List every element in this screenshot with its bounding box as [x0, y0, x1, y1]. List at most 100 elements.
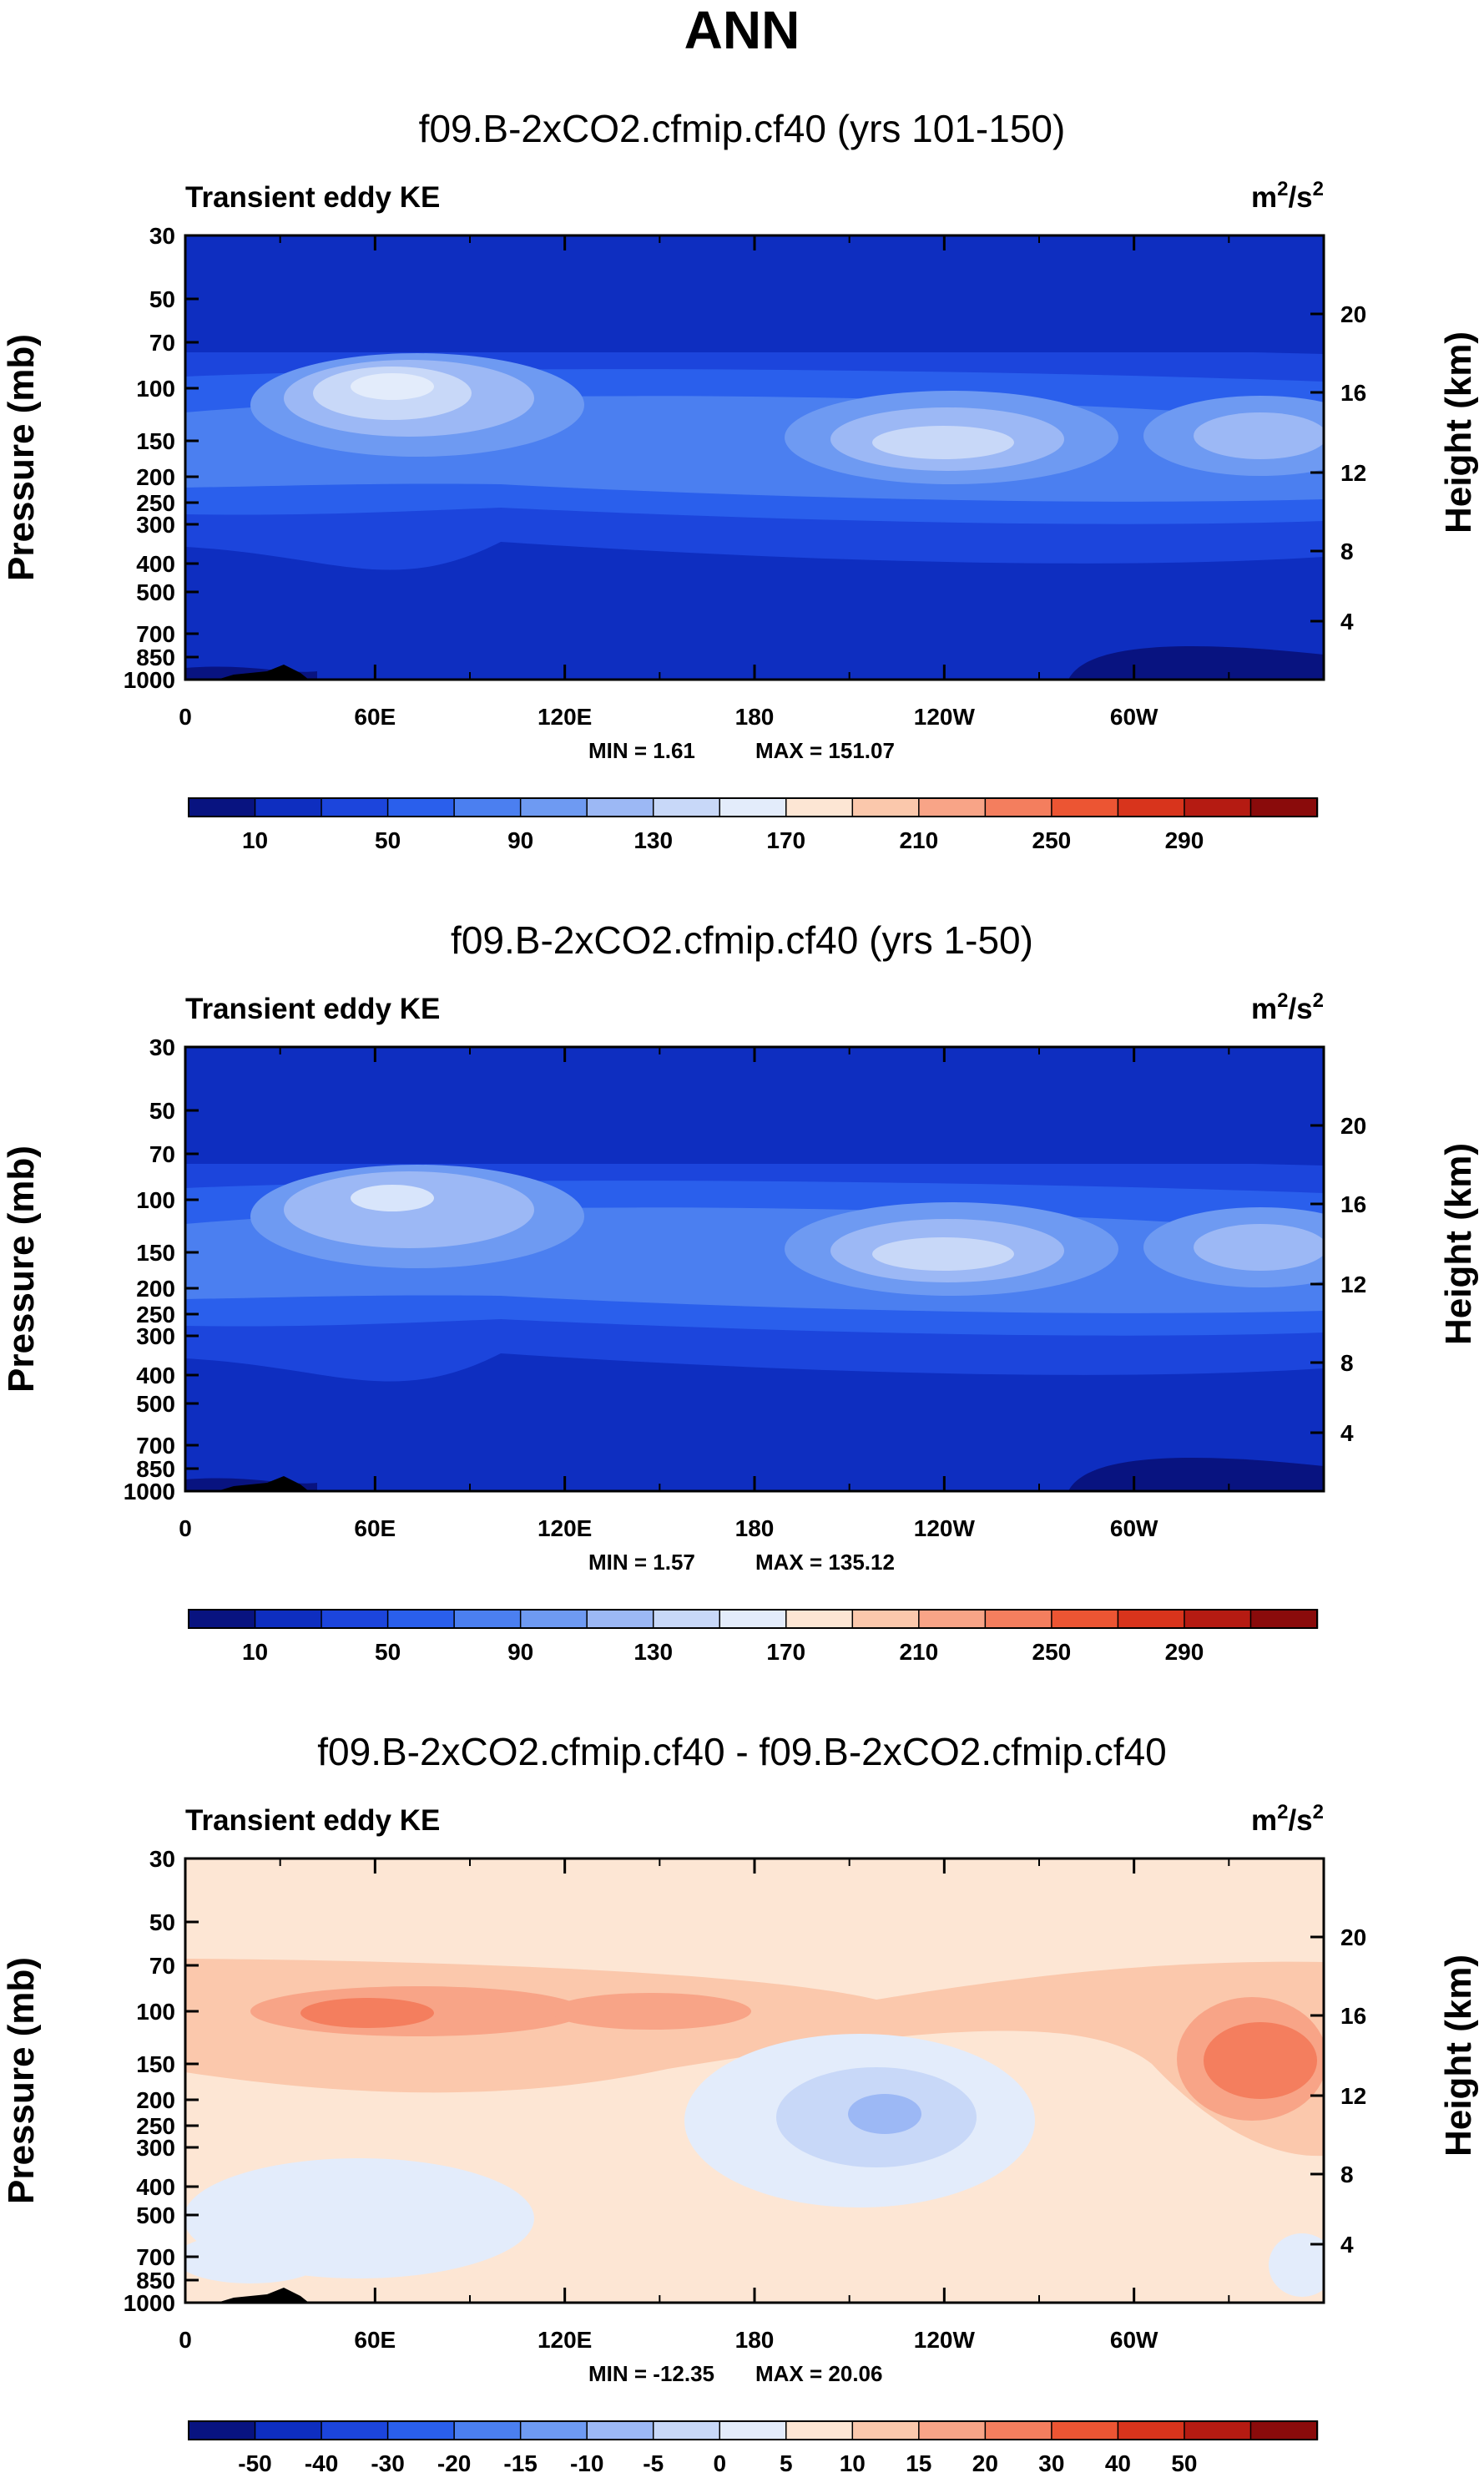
colorbar-swatch [851, 2420, 921, 2440]
colorbar-label: 30 [1038, 2450, 1064, 2476]
colorbar-label: 290 [1165, 1639, 1204, 1665]
y2-tick-label: 16 [1340, 380, 1366, 406]
contour-lobe [351, 1185, 434, 1211]
colorbar-label: 210 [899, 1639, 938, 1665]
y2-tick-label: 20 [1340, 1924, 1366, 1950]
colorbar-label: 290 [1165, 827, 1204, 853]
colorbar-label: 250 [1032, 1639, 1072, 1665]
y-tick-label: 850 [136, 1456, 175, 1482]
colorbar-swatch [785, 1609, 854, 1629]
y2-tick-label: 16 [1340, 2003, 1366, 2029]
x-tick-label: 60W [1110, 1515, 1158, 1541]
contour-lobe [1204, 2022, 1317, 2099]
figure-title: ANN [684, 0, 800, 60]
colorbar-swatch [1051, 2420, 1119, 2440]
units-part: /s [1288, 1804, 1312, 1837]
units-part: 2 [1313, 1801, 1324, 1823]
contour-lobe [872, 426, 1014, 459]
colorbar-swatch [321, 797, 389, 817]
colorbar-label: -10 [570, 2450, 603, 2476]
units-part: /s [1288, 181, 1312, 214]
max-label: MAX = 20.06 [755, 2361, 882, 2386]
colorbar-swatch [1184, 1609, 1252, 1629]
colorbar-label: 20 [972, 2450, 998, 2476]
colorbar-swatch [254, 2420, 323, 2440]
colorbar-label: 5 [780, 2450, 793, 2476]
colorbar-swatch [652, 1609, 721, 1629]
y-tick-label: 30 [149, 1846, 175, 1872]
y2-tick-label: 4 [1340, 2232, 1354, 2258]
colorbar-label: 40 [1105, 2450, 1131, 2476]
topography [217, 665, 309, 680]
colorbar-frame [188, 797, 1318, 817]
colorbar-swatch [254, 1609, 323, 1629]
colorbar-swatch [453, 1609, 522, 1629]
contour-patch [1068, 1458, 1324, 1491]
colorbar-label: 10 [242, 1639, 268, 1665]
colorbar-swatch [519, 2420, 588, 2440]
contour-lobe [300, 1998, 434, 2028]
colorbar-swatch [188, 1609, 256, 1629]
colorbar-swatch [586, 2420, 654, 2440]
y-tick-label: 100 [136, 376, 175, 402]
variable-label: Transient eddy KE [185, 1804, 440, 1837]
x-tick-label: 120E [538, 1515, 592, 1541]
y-tick-label: 30 [149, 1034, 175, 1060]
y2-tick-label: 12 [1340, 1272, 1366, 1297]
y-tick-label: 100 [136, 1999, 175, 2025]
colorbar-swatch [652, 797, 721, 817]
max-label: MAX = 151.07 [755, 738, 895, 763]
y-tick-label: 150 [136, 2051, 175, 2077]
y-tick-label: 400 [136, 2174, 175, 2200]
x-tick-label: 120W [914, 2327, 976, 2353]
colorbar-label: -50 [238, 2450, 271, 2476]
plot-area [185, 1858, 1324, 2303]
min-label: MIN = 1.61 [588, 738, 695, 763]
colorbar-swatch [719, 2420, 788, 2440]
colorbar-swatch [1051, 797, 1119, 817]
x-tick-label: 0 [179, 704, 192, 730]
variable-label: Transient eddy KE [185, 993, 440, 1025]
colorbar-swatch [1249, 1609, 1319, 1629]
y2-axis-title: Height (km) [1438, 1143, 1479, 1345]
colorbar-label: -5 [643, 2450, 664, 2476]
y-tick-label: 400 [136, 551, 175, 577]
y2-axis-title: Height (km) [1438, 331, 1479, 534]
units-part: m [1251, 181, 1277, 214]
y2-tick-label: 4 [1340, 609, 1354, 635]
y-tick-label: 1000 [124, 1479, 175, 1504]
y-tick-label: 50 [149, 1098, 175, 1124]
contour-lobe [848, 2094, 921, 2134]
x-tick-label: 120E [538, 2327, 592, 2353]
colorbar-swatch [321, 2420, 389, 2440]
y2-tick-label: 4 [1340, 1420, 1354, 1446]
contour-lobe [551, 1993, 751, 2030]
y-axis-title: Pressure (mb) [1, 1145, 42, 1393]
y-tick-label: 250 [136, 2113, 175, 2139]
colorbar-label: 10 [840, 2450, 866, 2476]
colorbar-swatch [918, 2420, 987, 2440]
colorbar-frame [188, 1609, 1318, 1629]
colorbar-frame [188, 2420, 1318, 2440]
colorbar-label: -15 [503, 2450, 537, 2476]
colorbar-label: 90 [507, 827, 533, 853]
min-label: MIN = 1.57 [588, 1550, 695, 1575]
colorbar-swatch [652, 2420, 721, 2440]
units-label: m2/s2 [1251, 989, 1324, 1025]
colorbar-label: 170 [766, 827, 805, 853]
y-tick-label: 70 [149, 1141, 175, 1167]
colorbar-swatch [1184, 2420, 1252, 2440]
colorbar-swatch [1117, 2420, 1186, 2440]
colorbar-label: 170 [766, 1639, 805, 1665]
y-tick-label: 500 [136, 579, 175, 605]
units-part: m [1251, 1804, 1277, 1837]
x-tick-label: 180 [735, 2327, 775, 2353]
colorbar-label: 15 [906, 2450, 931, 2476]
colorbar-swatch [918, 797, 987, 817]
x-tick-label: 120W [914, 1515, 976, 1541]
colorbar-swatch [1117, 797, 1186, 817]
y-axis-title: Pressure (mb) [1, 334, 42, 581]
colorbar-swatch [453, 2420, 522, 2440]
colorbar-swatch [586, 1609, 654, 1629]
